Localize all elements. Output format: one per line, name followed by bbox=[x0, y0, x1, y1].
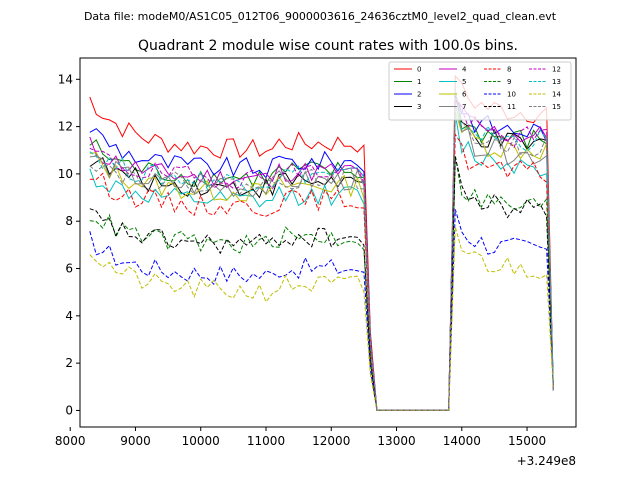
series-line-8 bbox=[89, 132, 554, 411]
x-tick-label: 8000 bbox=[55, 434, 86, 448]
x-tick-label: 10000 bbox=[182, 434, 220, 448]
legend-label-4: 4 bbox=[462, 66, 467, 74]
legend-label-7: 7 bbox=[462, 103, 466, 111]
y-axis: 0 2 4 6 8 10 12 14 bbox=[58, 72, 80, 417]
y-tick-label: 6 bbox=[65, 262, 73, 276]
series-line-5 bbox=[89, 114, 554, 411]
y-tick-label: 2 bbox=[65, 356, 73, 370]
series-line-14 bbox=[89, 226, 554, 411]
legend-label-9: 9 bbox=[507, 78, 511, 86]
y-tick-label: 0 bbox=[65, 403, 73, 417]
legend-label-5: 5 bbox=[462, 78, 466, 86]
chart-title: Quadrant 2 module wise count rates with … bbox=[138, 38, 518, 54]
series-line-11 bbox=[89, 156, 554, 411]
legend-label-2: 2 bbox=[417, 91, 421, 99]
axes-frame bbox=[79, 57, 577, 428]
x-axis: 8000 9000 10000 11000 12000 13000 14000 15000 bbox=[55, 427, 546, 448]
y-tick-label: 8 bbox=[65, 214, 73, 228]
legend-label-14: 14 bbox=[552, 91, 561, 99]
series-line-9 bbox=[89, 155, 554, 411]
legend-box bbox=[388, 61, 572, 121]
y-tick-label: 4 bbox=[65, 309, 73, 323]
y-tick-label: 10 bbox=[58, 167, 73, 181]
series-line-7 bbox=[89, 103, 554, 411]
legend-label-15: 15 bbox=[552, 103, 561, 111]
x-tick-label: 13000 bbox=[377, 434, 415, 448]
x-tick-label: 14000 bbox=[443, 434, 481, 448]
legend-label-11: 11 bbox=[507, 103, 516, 111]
series-line-1 bbox=[89, 92, 554, 411]
x-tick-label: 12000 bbox=[312, 434, 350, 448]
x-tick-label: 15000 bbox=[508, 434, 546, 448]
legend-label-0: 0 bbox=[417, 66, 421, 74]
y-tick-label: 12 bbox=[58, 120, 73, 134]
series-line-6 bbox=[89, 111, 554, 411]
series-line-15 bbox=[89, 91, 554, 411]
series-line-2 bbox=[89, 94, 554, 411]
figure-suptitle: Data file: modeM0/AS1C05_012T06_90000036… bbox=[84, 10, 557, 23]
x-tick-label: 9000 bbox=[120, 434, 151, 448]
legend-label-1: 1 bbox=[417, 78, 421, 86]
legend-label-12: 12 bbox=[552, 66, 561, 74]
legend-label-10: 10 bbox=[507, 91, 516, 99]
series-line-10 bbox=[89, 209, 554, 411]
series-line-3 bbox=[89, 95, 554, 411]
legend-label-6: 6 bbox=[462, 91, 467, 99]
x-tick-label: 11000 bbox=[247, 434, 285, 448]
legend-label-8: 8 bbox=[507, 66, 511, 74]
series-line-13 bbox=[89, 87, 554, 411]
x-axis-offset-label: +3.249e8 bbox=[517, 454, 576, 468]
series-layer bbox=[89, 74, 554, 411]
legend-label-3: 3 bbox=[417, 103, 421, 111]
legend-label-13: 13 bbox=[552, 78, 561, 86]
y-tick-label: 14 bbox=[58, 72, 73, 86]
